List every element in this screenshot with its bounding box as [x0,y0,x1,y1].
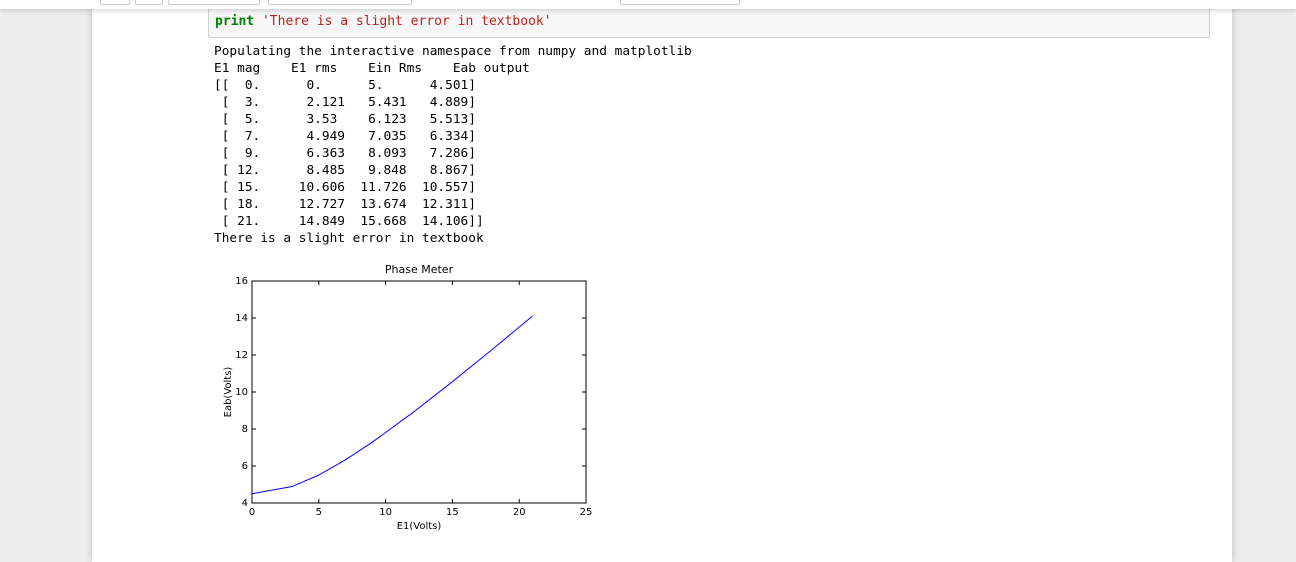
output-line: [ 5. 3.53 6.123 5.513] [214,112,476,127]
x-tick-label: 10 [379,507,392,518]
data-line [251,315,533,495]
x-axis-label: E1(Volts) [397,521,442,532]
output-line: [[ 0. 0. 5. 4.501] [214,78,476,93]
output-line: [ 15. 10.606 11.726 10.557] [214,180,476,195]
output-line: [ 9. 6.363 8.093 7.286] [214,146,476,161]
chart-title: Phase Meter [385,263,454,276]
output-line: E1 mag E1 rms Ein Rms Eab output [214,61,530,76]
output-line: [ 7. 4.949 7.035 6.334] [214,129,476,144]
output-line: [ 3. 2.121 5.431 4.889] [214,95,476,110]
x-tick-label: 5 [316,507,322,518]
x-tick-label: 0 [249,507,255,518]
toolbar [0,0,1296,9]
toolbar-button[interactable] [100,0,130,5]
output-line: [ 18. 12.727 13.674 12.311] [214,197,476,212]
y-axis-label: Eab(Volts) [223,367,234,418]
x-tick-label: 15 [446,507,459,518]
toolbar-button[interactable] [168,0,260,5]
y-tick-label: 6 [242,461,248,472]
y-tick-label: 12 [235,350,248,361]
y-tick-label: 8 [242,424,248,435]
output-line: [ 21. 14.849 15.668 14.106]] [214,214,484,229]
output-line: [ 12. 8.485 9.848 8.867] [214,163,476,178]
string: 'There is a slight error in textbook' [261,14,552,29]
y-tick-label: 16 [235,276,248,287]
chart: Phase Meter E1(Volts) Eab(Volts) 0 5 10 15 20 25… [223,263,593,532]
plot-frame [251,280,587,504]
toolbar-select[interactable] [268,0,412,5]
y-tick-label: 14 [235,313,248,324]
output-line: There is a slight error in textbook [214,231,484,246]
y-tick-label: 4 [242,498,248,509]
toolbar-select[interactable] [620,0,740,5]
keyword: print [215,14,255,29]
output: Populating the interactive namespace fro… [214,43,692,247]
toolbar-button[interactable] [135,0,163,5]
y-tick-label: 10 [235,387,248,398]
code-line: print 'There is a slight error in textbo… [215,14,552,29]
x-tick-label: 25 [580,507,593,518]
x-tick-label: 20 [513,507,526,518]
output-line: Populating the interactive namespace fro… [214,44,692,59]
